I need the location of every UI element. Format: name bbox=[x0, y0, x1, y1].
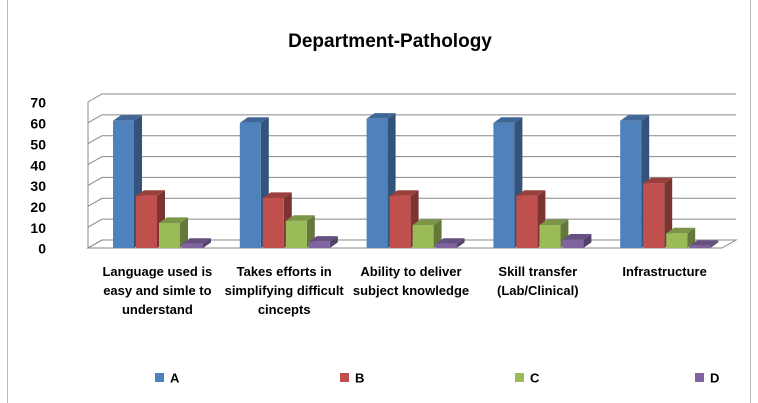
legend-swatch bbox=[155, 373, 164, 382]
x-tick-label: Takes efforts in simplifying difficult c… bbox=[224, 264, 344, 317]
legend-swatch bbox=[515, 373, 524, 382]
legend-label: A bbox=[170, 370, 180, 385]
bar-top bbox=[412, 219, 442, 226]
bar bbox=[366, 118, 388, 248]
bar bbox=[643, 183, 665, 248]
x-tick-label: Ability to deliver subject knowledge bbox=[352, 264, 470, 298]
grid-line bbox=[87, 114, 736, 124]
bar bbox=[182, 243, 203, 248]
bar-top bbox=[539, 219, 569, 226]
bar bbox=[516, 195, 538, 248]
bar-top bbox=[666, 227, 696, 234]
legend-label: C bbox=[530, 370, 540, 385]
bar-top bbox=[435, 238, 465, 244]
grid-line bbox=[87, 135, 736, 145]
bar-side bbox=[583, 234, 592, 248]
x-tick-label: Skill transfer (Lab/Clinical) bbox=[496, 264, 579, 298]
bar-top bbox=[689, 240, 719, 246]
bar bbox=[620, 120, 642, 248]
y-tick-label: 60 bbox=[30, 116, 46, 132]
legend-swatch bbox=[695, 373, 704, 382]
bar-top bbox=[562, 234, 592, 240]
bar-top bbox=[516, 190, 546, 196]
bar bbox=[239, 122, 261, 248]
x-tick-label: Language used is easy and simle to under… bbox=[102, 264, 213, 317]
bar-top bbox=[239, 117, 269, 123]
y-tick-label: 50 bbox=[30, 136, 46, 152]
y-tick-label: 70 bbox=[30, 95, 46, 111]
bar bbox=[435, 243, 457, 248]
bar-top bbox=[308, 236, 338, 242]
bar-top bbox=[262, 192, 292, 198]
bar-top bbox=[493, 117, 523, 123]
grid-line bbox=[87, 156, 736, 166]
bar bbox=[539, 225, 561, 248]
bar bbox=[412, 225, 434, 248]
x-tick-label: Infrastructure bbox=[622, 264, 707, 279]
bar bbox=[308, 241, 330, 248]
bar-top bbox=[182, 238, 211, 244]
bar bbox=[389, 195, 411, 248]
bar bbox=[562, 239, 584, 248]
legend-label: B bbox=[355, 370, 364, 385]
bar-side bbox=[710, 240, 719, 248]
bar-top bbox=[136, 190, 165, 196]
legend-swatch bbox=[340, 373, 349, 382]
y-tick-label: 20 bbox=[30, 199, 46, 215]
grid-line bbox=[87, 176, 736, 186]
bar bbox=[159, 222, 180, 248]
bar bbox=[285, 220, 307, 248]
y-tick-label: 30 bbox=[30, 178, 46, 194]
bar bbox=[113, 120, 134, 248]
bar-top bbox=[389, 190, 419, 196]
grid-line bbox=[87, 93, 736, 103]
bar-side bbox=[329, 236, 338, 248]
bar bbox=[262, 197, 284, 248]
bar-side bbox=[180, 217, 188, 248]
bar bbox=[666, 233, 688, 248]
bar-top bbox=[159, 217, 188, 223]
bar bbox=[493, 122, 515, 248]
legend-label: D bbox=[710, 370, 719, 385]
bar-side bbox=[456, 238, 465, 248]
bar-side bbox=[664, 177, 673, 248]
bar-top bbox=[366, 113, 396, 119]
bar-side bbox=[687, 227, 696, 248]
bar-side bbox=[203, 238, 211, 248]
bar-top bbox=[643, 177, 673, 184]
bar-top bbox=[620, 115, 650, 121]
y-tick-label: 0 bbox=[38, 241, 46, 257]
chart-title: Department-Pathology bbox=[288, 31, 492, 52]
y-tick-label: 10 bbox=[30, 220, 46, 236]
bar-top bbox=[113, 115, 142, 121]
bar bbox=[136, 195, 157, 248]
bar-side bbox=[433, 219, 442, 248]
bar-top bbox=[285, 215, 315, 221]
y-tick-label: 40 bbox=[30, 157, 46, 173]
bar bbox=[689, 245, 711, 248]
